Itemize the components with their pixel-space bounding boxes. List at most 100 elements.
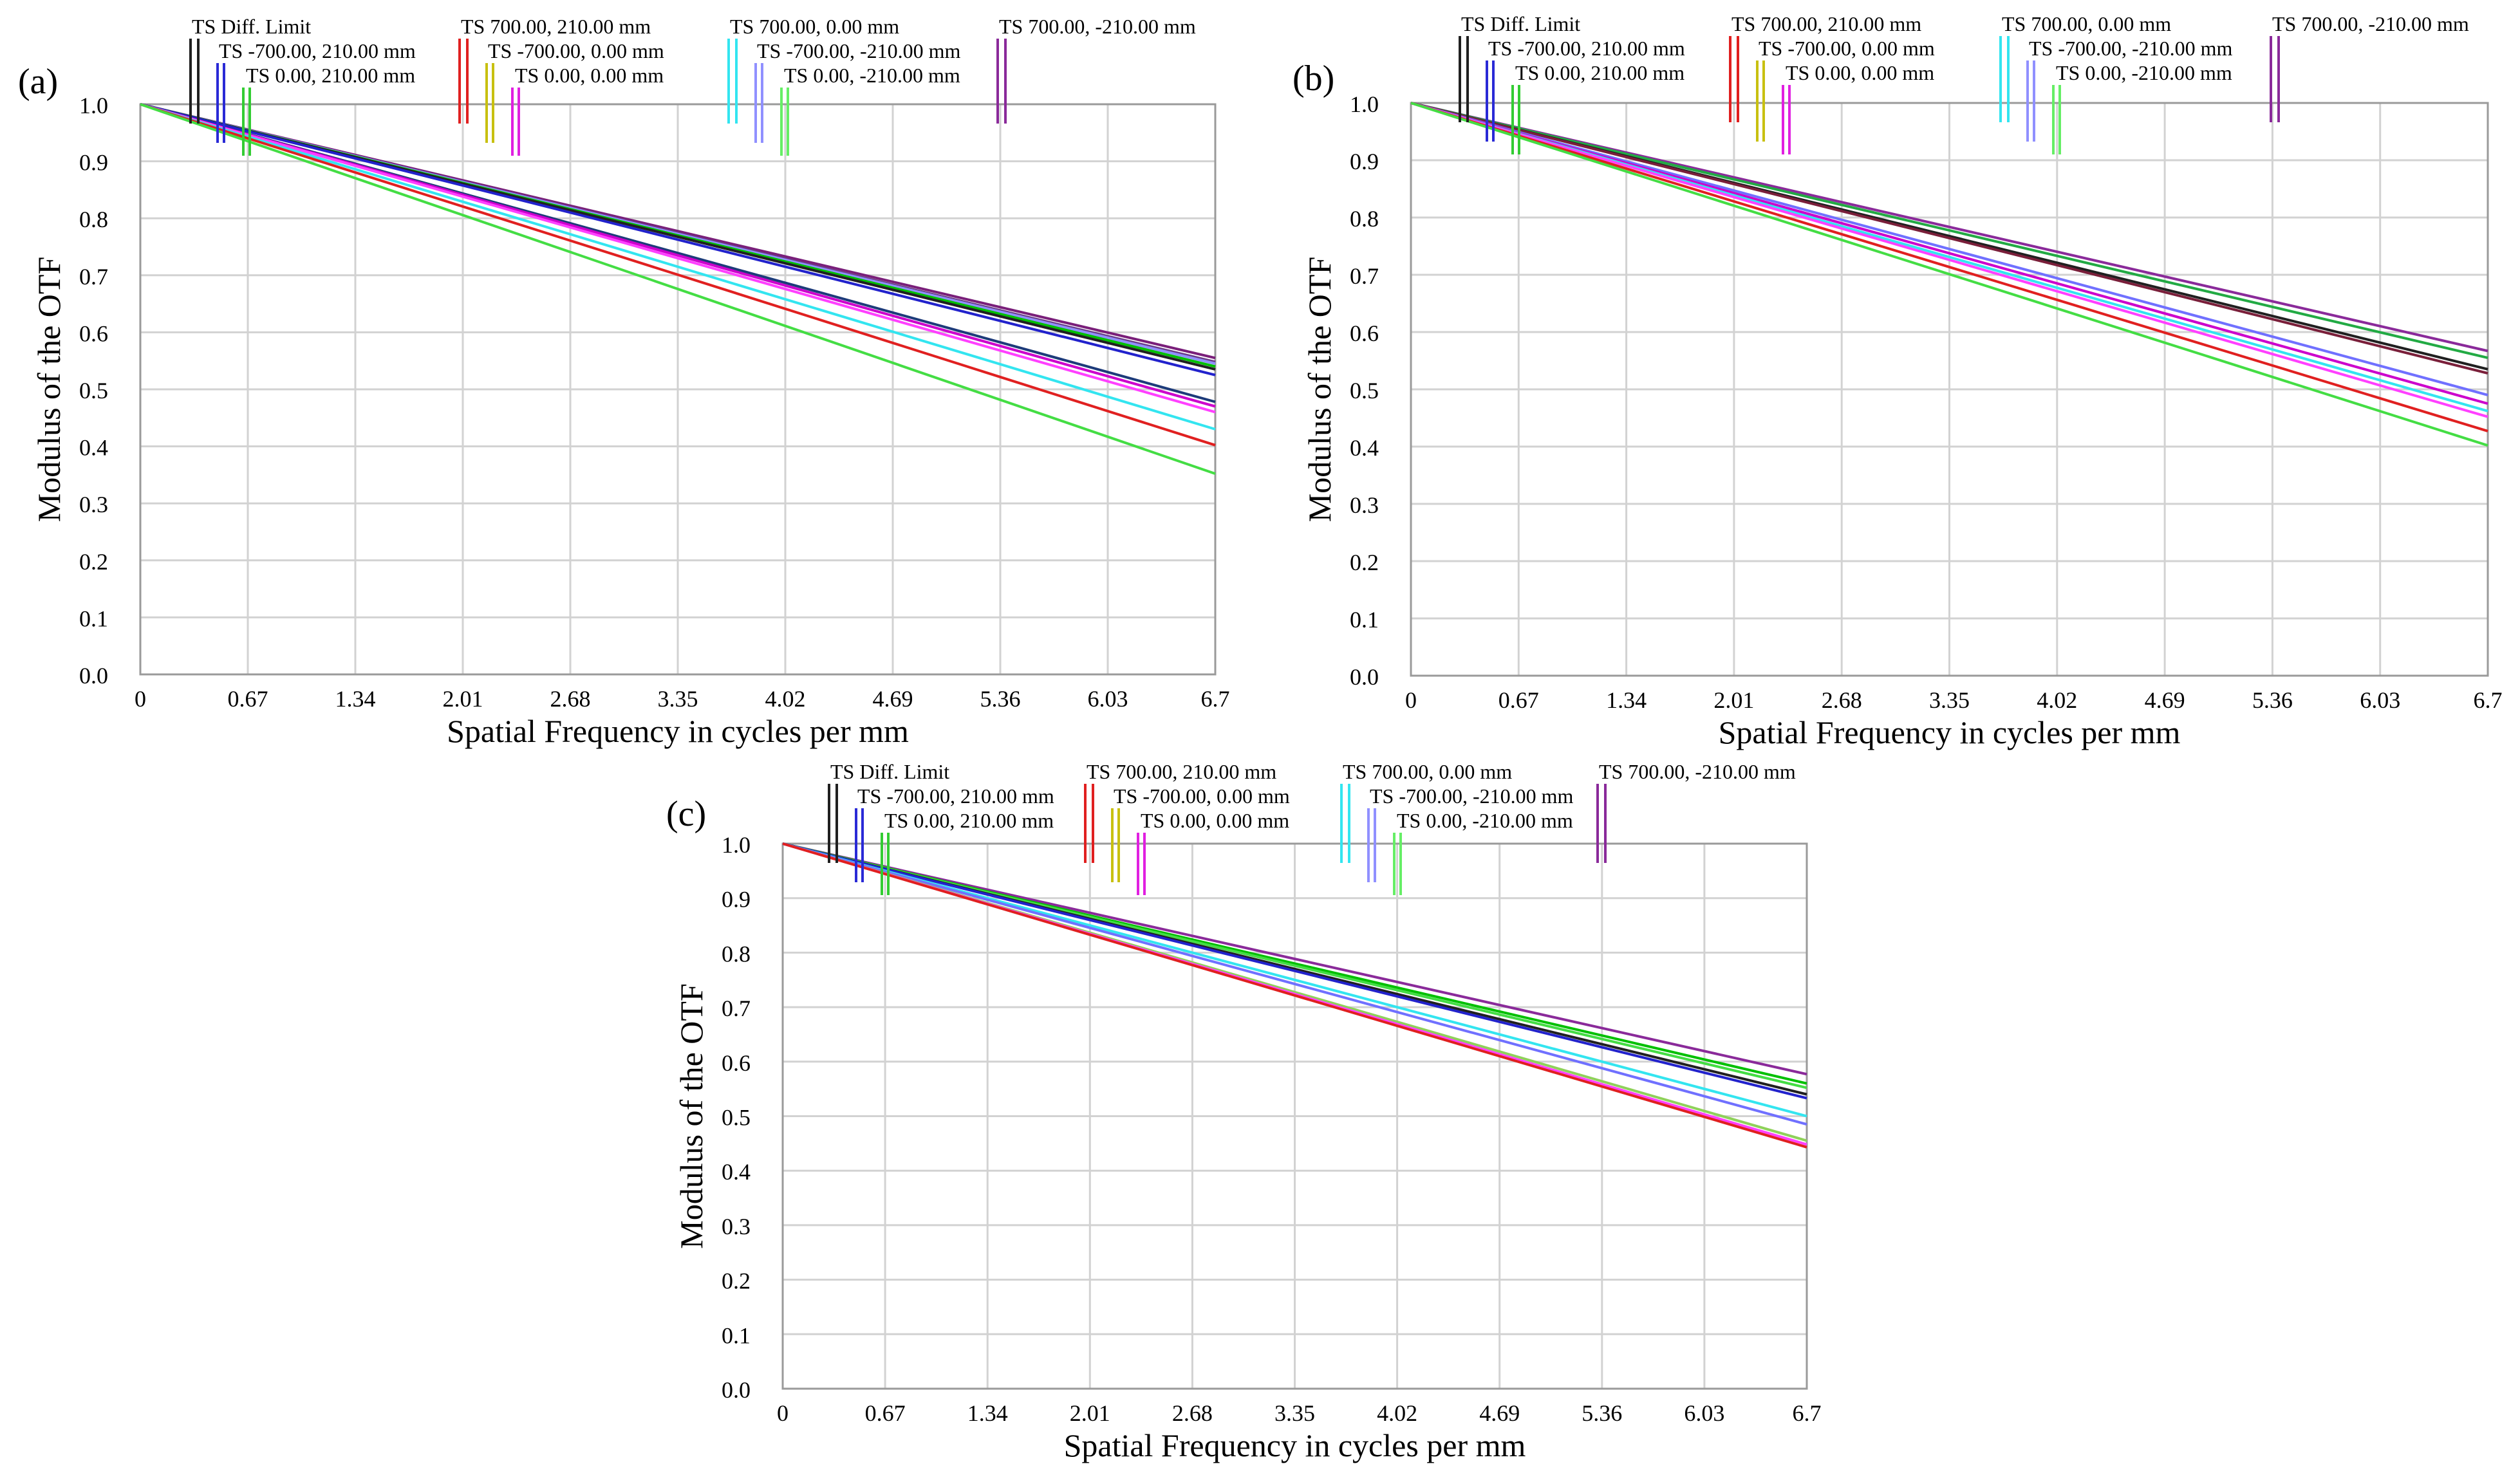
x-tick-label: 6.7 xyxy=(1201,686,1230,712)
y-tick-label: 0.2 xyxy=(1350,550,1379,575)
y-tick-label: 0.7 xyxy=(722,996,751,1021)
y-tick-label: 0.8 xyxy=(79,207,108,232)
x-tick-label: 2.01 xyxy=(1713,687,1754,713)
plot-frame xyxy=(139,103,1217,676)
legend-label: TS 0.00, -210.00 mm xyxy=(1397,809,1573,832)
series-line xyxy=(782,842,1807,1118)
y-tick-label: 0.5 xyxy=(79,378,108,403)
legend-label: TS 0.00, 210.00 mm xyxy=(1515,61,1685,84)
series-line xyxy=(782,842,1807,1149)
x-tick-label: 6.03 xyxy=(1684,1400,1724,1426)
legend-label: TS 0.00, 210.00 mm xyxy=(884,809,1054,832)
legend-label: TS 700.00, 210.00 mm xyxy=(1731,12,1921,35)
legend-label: TS 700.00, 210.00 mm xyxy=(1087,760,1276,783)
x-tick-label: 4.69 xyxy=(1479,1400,1520,1426)
y-axis-label: Modulus of the OTF xyxy=(31,257,67,523)
x-tick-label: 0 xyxy=(1405,687,1417,713)
series-line xyxy=(782,842,1807,1126)
x-tick-label: 2.68 xyxy=(1822,687,1862,713)
x-tick-label: 4.69 xyxy=(2145,687,2185,713)
y-tick-label: 0.1 xyxy=(722,1322,751,1348)
x-tick-label: 6.03 xyxy=(1088,686,1128,712)
legend-label: TS -700.00, -210.00 mm xyxy=(757,39,961,62)
y-tick-label: 0.2 xyxy=(722,1268,751,1294)
panel-label: (c) xyxy=(666,794,706,834)
y-tick-label: 0.3 xyxy=(1350,492,1379,518)
y-tick-label: 0.9 xyxy=(79,150,108,176)
x-tick-label: 0 xyxy=(135,686,146,712)
y-axis-label: Modulus of the OTF xyxy=(1302,257,1338,523)
chart-panel-1: (a) 0.0 0.1 0.2 0.3 0.4 0.5 0.6 0.7 0.8 0.9 1.0 0 0.6… xyxy=(18,15,1230,749)
x-tick-label: 0.67 xyxy=(865,1400,906,1426)
x-tick-label: 6.7 xyxy=(1793,1400,1822,1426)
legend-label: TS -700.00, 0.00 mm xyxy=(1759,37,1935,60)
series-line xyxy=(140,103,1216,476)
legend-label: TS 700.00, 0.00 mm xyxy=(2002,12,2171,35)
y-tick-label: 0.1 xyxy=(1350,607,1379,633)
legend-label: TS 700.00, -210.00 mm xyxy=(2272,12,2469,35)
y-tick-label: 0.6 xyxy=(79,320,108,346)
series-line xyxy=(1410,102,2488,375)
series-line xyxy=(140,103,1216,431)
series-line xyxy=(140,103,1216,447)
x-tick-label: 1.34 xyxy=(1606,687,1647,713)
x-tick-label: 2.68 xyxy=(1172,1400,1213,1426)
series-line xyxy=(782,842,1807,1076)
legend-label: TS Diff. Limit xyxy=(1461,12,1580,35)
x-tick-label: 0 xyxy=(777,1400,789,1426)
y-tick-label: 0.8 xyxy=(1350,206,1379,232)
y-tick-label: 0.3 xyxy=(79,492,108,517)
x-tick-label: 0.67 xyxy=(228,686,268,712)
y-tick-label: 0.6 xyxy=(722,1050,751,1076)
chart-panel-3: (c) 0.0 0.1 0.2 0.3 0.4 0.5 0.6 0.7 0.8 0.9 1.0 0 0.6… xyxy=(666,760,1822,1463)
x-tick-label: 4.69 xyxy=(873,686,913,712)
x-tick-label: 2.01 xyxy=(1070,1400,1110,1426)
series-line xyxy=(1410,102,2488,447)
x-tick-label: 4.02 xyxy=(2037,687,2077,713)
y-tick-label: 0.4 xyxy=(1350,435,1379,461)
series-line xyxy=(1410,102,2488,432)
legend-label: TS 0.00, 0.00 mm xyxy=(515,64,664,87)
y-tick-label: 1.0 xyxy=(1350,91,1379,117)
x-tick-label: 3.35 xyxy=(658,686,698,712)
legend-label: TS 0.00, 0.00 mm xyxy=(1786,61,1934,84)
y-axis-label: Modulus of the OTF xyxy=(673,983,709,1249)
y-tick-label: 0.9 xyxy=(722,887,751,912)
chart-panel-2: (b) 0.0 0.1 0.2 0.3 0.4 0.5 0.6 0.7 0.8 0.9 1.0 0 0.6… xyxy=(1293,12,2503,750)
legend-label: TS 700.00, -210.00 mm xyxy=(1599,760,1796,783)
legend-label: TS 0.00, -210.00 mm xyxy=(784,64,960,87)
x-axis-label: Spatial Frequency in cycles per mm xyxy=(1064,1427,1526,1463)
legend-label: TS 700.00, 210.00 mm xyxy=(461,15,651,38)
y-tick-label: 0.9 xyxy=(1350,149,1379,174)
legend-label: TS Diff. Limit xyxy=(192,15,311,38)
legend-label: TS -700.00, 0.00 mm xyxy=(488,39,664,62)
x-axis-label: Spatial Frequency in cycles per mm xyxy=(1719,714,2181,750)
panel-label: (a) xyxy=(18,62,58,102)
y-tick-label: 1.0 xyxy=(79,93,108,118)
legend-label: TS 700.00, 0.00 mm xyxy=(730,15,899,38)
y-tick-label: 0.5 xyxy=(1350,378,1379,403)
plot-frame xyxy=(1410,102,2489,677)
series-line xyxy=(140,103,1216,414)
series-line xyxy=(1410,102,2488,359)
x-tick-label: 2.01 xyxy=(443,686,483,712)
x-tick-label: 5.36 xyxy=(2252,687,2293,713)
x-tick-label: 6.03 xyxy=(2360,687,2400,713)
x-tick-label: 5.36 xyxy=(1582,1400,1622,1426)
y-tick-label: 1.0 xyxy=(722,832,751,858)
x-tick-label: 2.68 xyxy=(550,686,591,712)
x-tick-label: 3.35 xyxy=(1274,1400,1315,1426)
series-line xyxy=(140,103,1216,376)
legend-label: TS -700.00, 210.00 mm xyxy=(1488,37,1685,60)
y-tick-label: 0.2 xyxy=(79,549,108,575)
legend-label: TS 0.00, 0.00 mm xyxy=(1141,809,1289,832)
y-tick-label: 0.0 xyxy=(1350,664,1379,690)
x-tick-label: 1.34 xyxy=(335,686,376,712)
legend-label: TS -700.00, 210.00 mm xyxy=(219,39,416,62)
y-tick-label: 0.3 xyxy=(722,1214,751,1239)
x-tick-label: 5.36 xyxy=(980,686,1021,712)
y-tick-label: 0.8 xyxy=(722,941,751,967)
y-tick-label: 0.0 xyxy=(79,663,108,689)
